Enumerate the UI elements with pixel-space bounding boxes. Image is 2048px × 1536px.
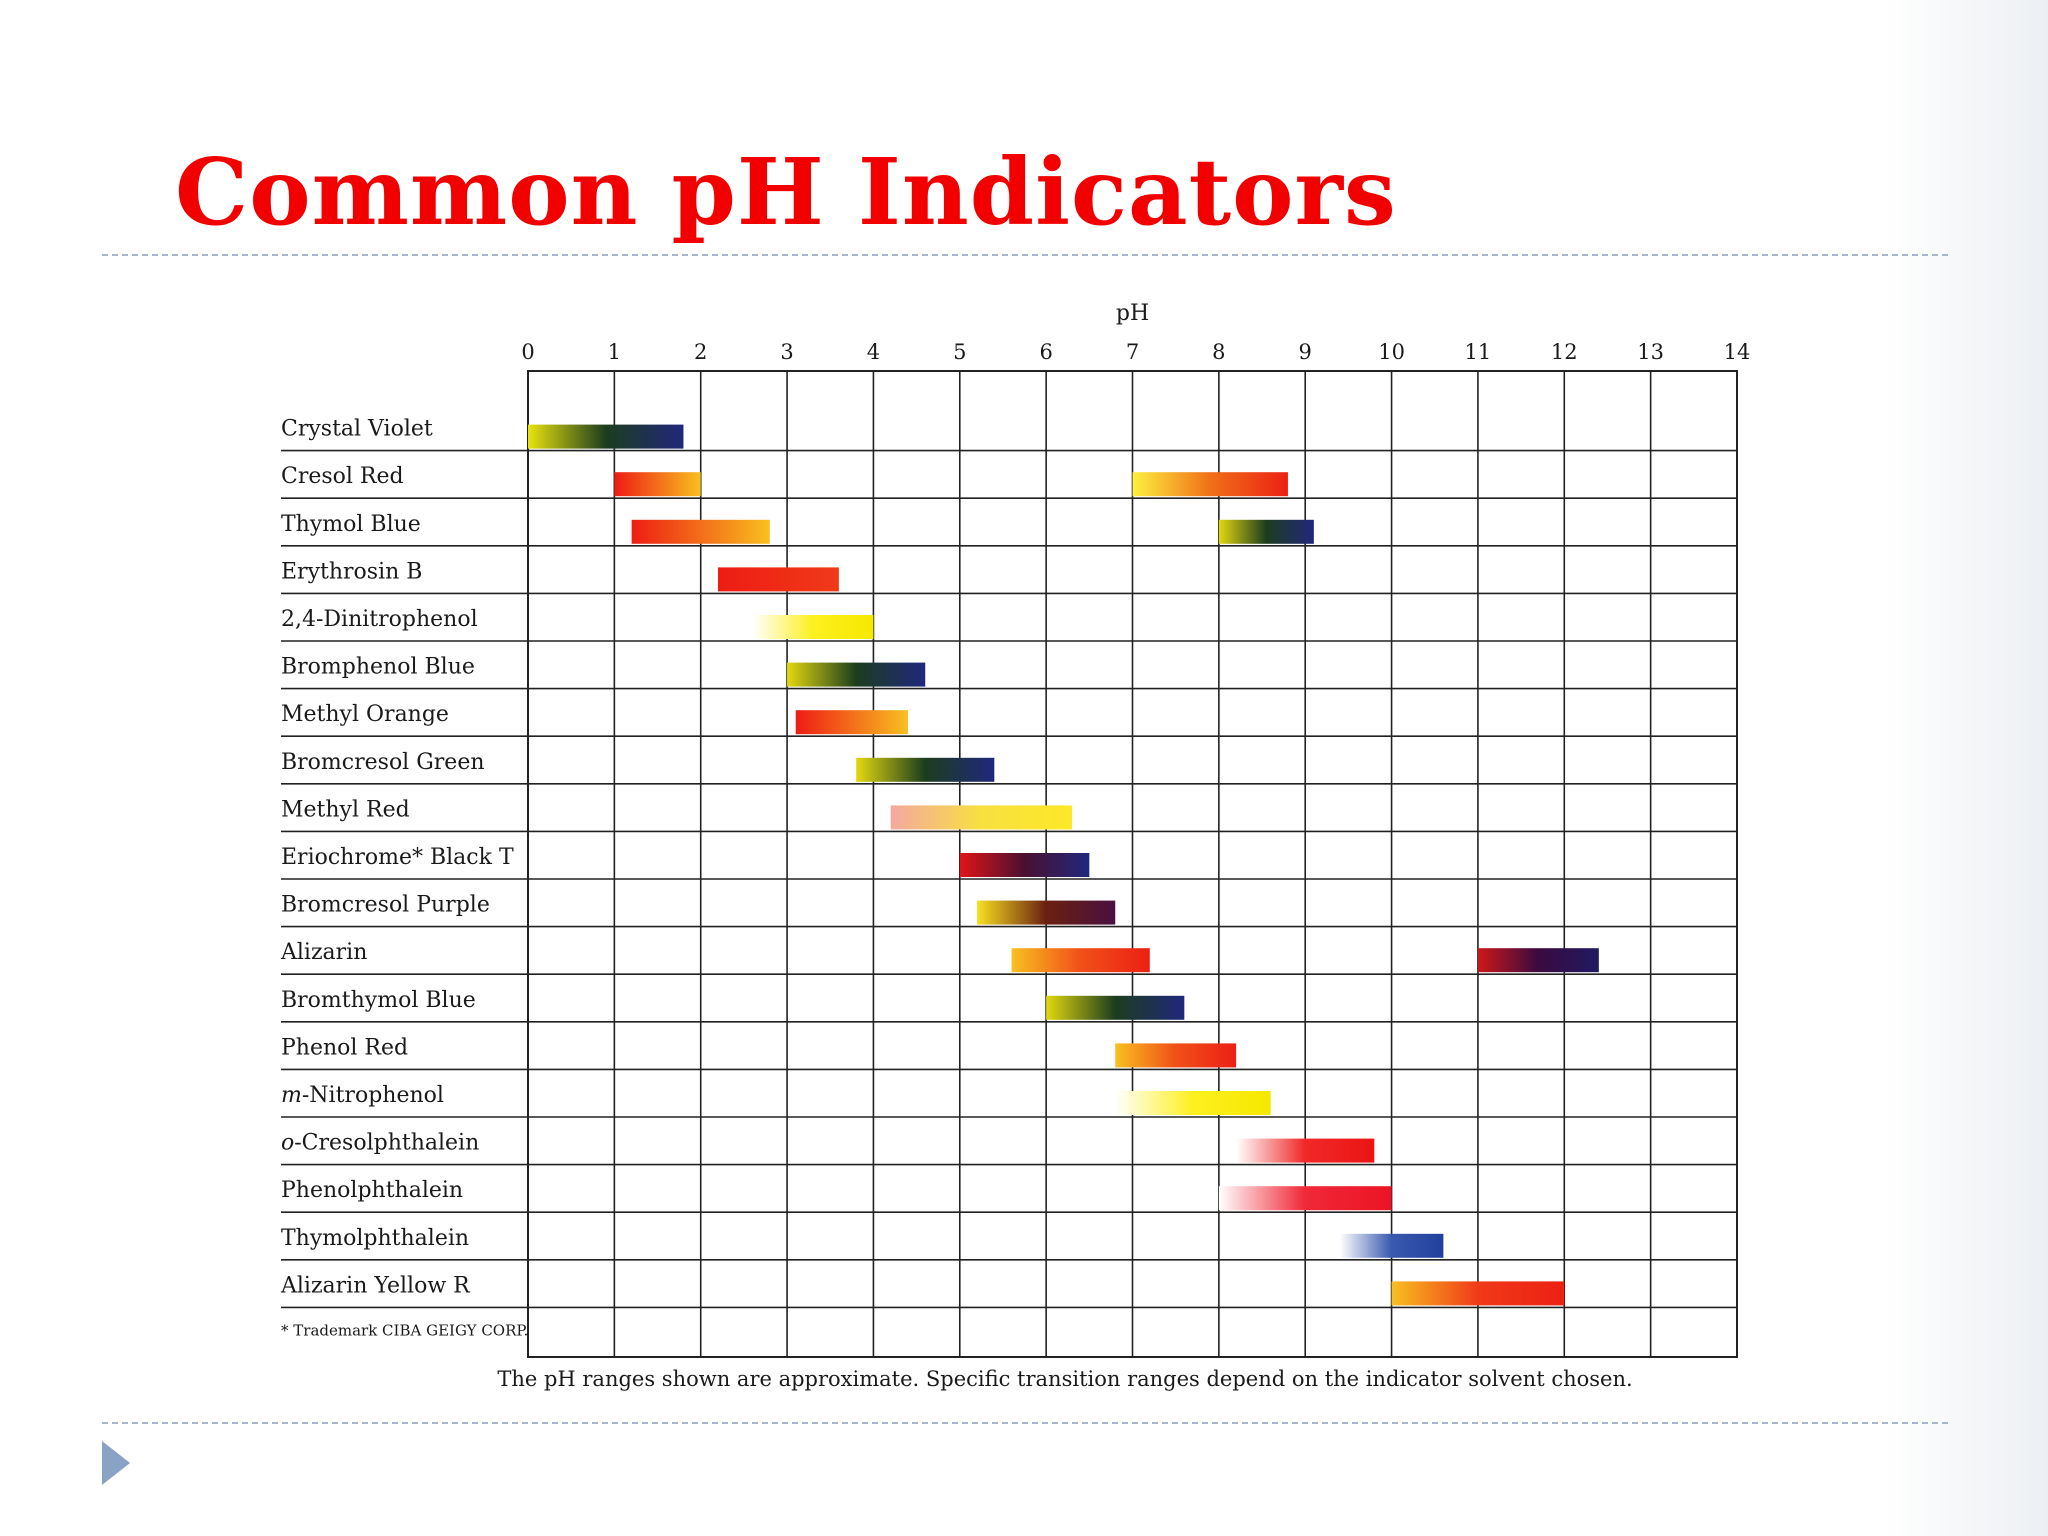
chart-caption: The pH ranges shown are approximate. Spe… xyxy=(497,1367,1632,1391)
indicator-label: Bromcresol Purple xyxy=(281,893,490,918)
indicator-range-bar xyxy=(1011,948,1150,973)
indicator-range-bar xyxy=(787,662,926,687)
ph-tick-label: 0 xyxy=(521,340,534,364)
ph-tick-label: 13 xyxy=(1637,340,1664,364)
ph-tick-label: 11 xyxy=(1465,340,1492,364)
ph-tick-label: 12 xyxy=(1551,340,1578,364)
indicator-range-bar xyxy=(752,615,874,639)
indicator-label: Alizarin xyxy=(280,940,367,965)
ph-tick-label: 4 xyxy=(867,340,880,364)
chart-grid xyxy=(281,370,1738,1358)
indicator-range-bar xyxy=(614,472,701,497)
indicator-range-bar xyxy=(1132,472,1288,497)
ph-tick-label: 6 xyxy=(1039,340,1052,364)
indicator-label: 2,4-Dinitrophenol xyxy=(281,607,478,632)
indicator-label: Methyl Orange xyxy=(281,702,449,727)
indicator-label: Bromthymol Blue xyxy=(281,988,476,1013)
play-triangle-icon[interactable] xyxy=(102,1441,130,1485)
indicator-label: Bromphenol Blue xyxy=(281,655,475,680)
ph-tick-label: 3 xyxy=(780,340,793,364)
title-divider xyxy=(102,254,1948,256)
indicator-label: Thymolphthalein xyxy=(281,1226,469,1251)
indicator-label: Phenolphthalein xyxy=(281,1178,463,1203)
indicator-range-bar xyxy=(1046,995,1185,1020)
indicator-range-bar xyxy=(1218,519,1314,544)
ph-tick-label: 14 xyxy=(1724,340,1751,364)
indicator-label: Crystal Violet xyxy=(281,417,433,442)
ph-axis-title: pH xyxy=(1116,301,1149,326)
indicator-labels: Crystal Violet Cresol Red Thymol Blue Eryth… xyxy=(280,417,514,1299)
ph-tick-label: 7 xyxy=(1126,340,1139,364)
ph-tick-label: 9 xyxy=(1299,340,1312,364)
indicator-range-bar xyxy=(1477,948,1599,973)
indicator-range-bar xyxy=(795,710,908,735)
indicator-range-bar xyxy=(1115,1043,1237,1068)
indicator-range-bar xyxy=(890,805,1073,830)
indicator-range-bar xyxy=(717,567,839,592)
indicator-label: Phenol Red xyxy=(281,1035,408,1060)
indicator-range-bars xyxy=(528,424,1599,1306)
ph-tick-label: 2 xyxy=(694,340,707,364)
indicator-label: Alizarin Yellow R xyxy=(280,1273,471,1298)
ph-tick-labels: 0 1 2 3 4 5 6 7 8 9 10 11 12 13 14 xyxy=(521,340,1750,364)
indicator-label: Methyl Red xyxy=(281,797,410,822)
slide-title: Common pH Indicators xyxy=(175,138,1397,246)
indicator-range-bar xyxy=(528,424,684,449)
indicator-label: Cresol Red xyxy=(281,464,404,489)
indicator-label: m-Nitrophenol xyxy=(281,1083,444,1108)
indicator-label: o-Cresolphthalein xyxy=(281,1131,479,1156)
indicator-range-bar xyxy=(959,853,1090,877)
footer-divider xyxy=(102,1422,1948,1424)
indicator-range-bar xyxy=(1115,1091,1271,1115)
indicator-range-bar xyxy=(1391,1281,1565,1306)
indicator-label: Bromcresol Green xyxy=(281,750,485,775)
indicator-range-bar xyxy=(1236,1138,1375,1163)
indicator-range-bar xyxy=(631,519,770,544)
indicator-label: Thymol Blue xyxy=(281,512,421,537)
ph-tick-label: 1 xyxy=(608,340,621,364)
ph-tick-label: 8 xyxy=(1212,340,1225,364)
indicator-label: Eriochrome* Black T xyxy=(281,845,514,870)
indicator-range-bar xyxy=(977,900,1116,925)
ph-tick-label: 10 xyxy=(1378,340,1405,364)
indicator-range-bar xyxy=(1339,1233,1444,1258)
indicator-range-bar xyxy=(856,757,995,782)
trademark-footnote: * Trademark CIBA GEIGY CORP. xyxy=(281,1321,528,1339)
indicator-label: Erythrosin B xyxy=(281,559,422,584)
ph-tick-label: 5 xyxy=(953,340,966,364)
indicator-range-bar xyxy=(1218,1186,1392,1211)
